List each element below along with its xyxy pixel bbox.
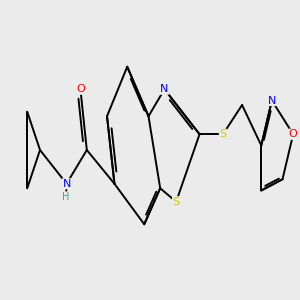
Text: O: O — [289, 129, 298, 139]
Text: S: S — [219, 129, 226, 139]
Text: N: N — [62, 179, 71, 189]
Text: S: S — [172, 197, 180, 207]
Text: N: N — [268, 95, 276, 106]
Text: N: N — [160, 84, 169, 94]
Text: H: H — [62, 192, 70, 202]
Text: O: O — [76, 84, 85, 94]
